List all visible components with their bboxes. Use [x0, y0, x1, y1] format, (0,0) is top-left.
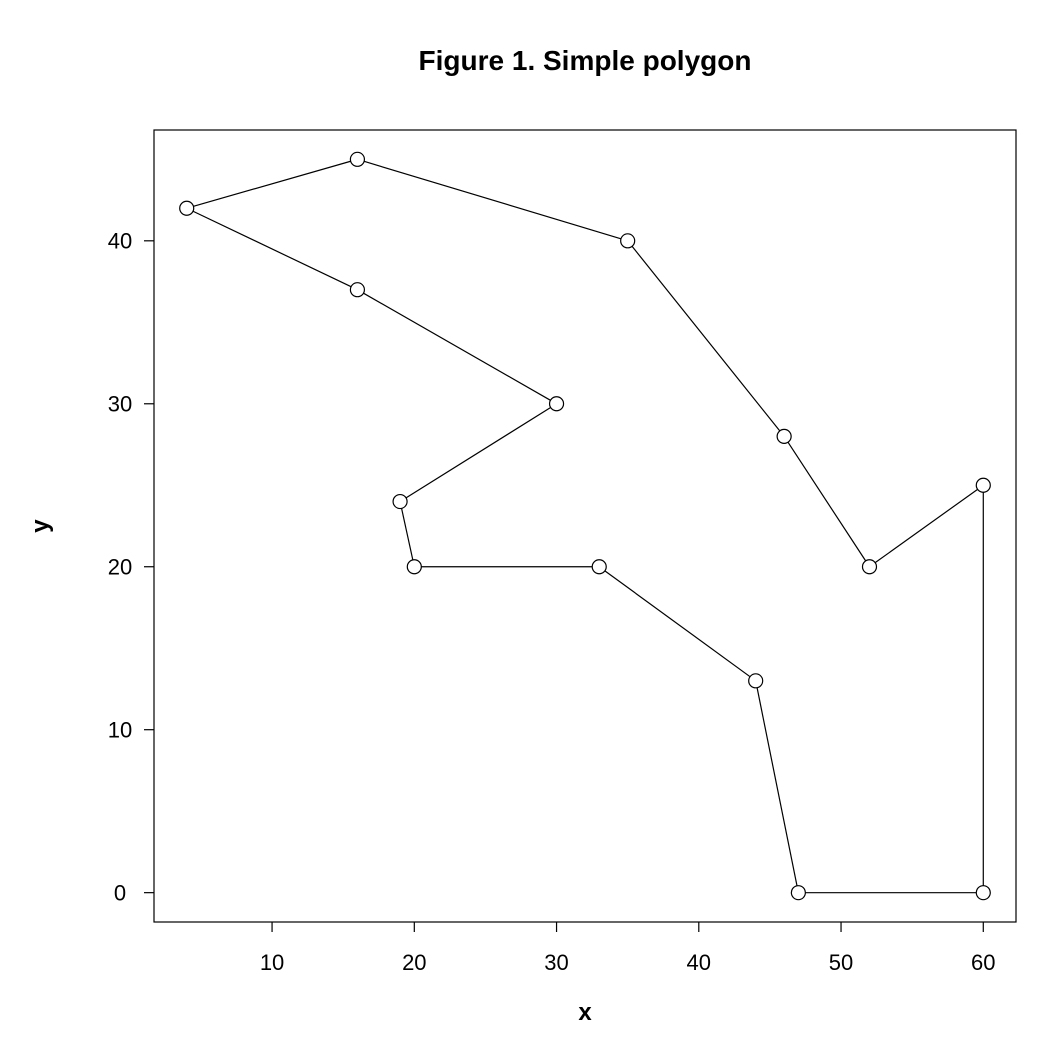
- y-axis-label: y: [27, 519, 54, 533]
- data-point-marker: [621, 234, 635, 248]
- data-point-marker: [791, 886, 805, 900]
- data-point-marker: [350, 283, 364, 297]
- data-point-marker: [976, 478, 990, 492]
- data-point-marker: [393, 495, 407, 509]
- data-point-marker: [749, 674, 763, 688]
- data-point-marker: [777, 429, 791, 443]
- y-tick-label: 30: [108, 391, 132, 416]
- x-tick-label: 10: [260, 950, 284, 975]
- chart-title: Figure 1. Simple polygon: [419, 45, 752, 76]
- data-point-marker: [180, 201, 194, 215]
- x-tick-label: 50: [829, 950, 853, 975]
- y-tick-label: 40: [108, 229, 132, 254]
- y-tick-label: 0: [114, 880, 126, 905]
- x-tick-label: 30: [544, 950, 568, 975]
- data-point-marker: [350, 152, 364, 166]
- data-point-marker: [976, 886, 990, 900]
- y-tick-label: 10: [108, 717, 132, 742]
- data-point-marker: [550, 397, 564, 411]
- data-point-marker: [592, 560, 606, 574]
- y-tick-label: 20: [108, 554, 132, 579]
- x-tick-label: 40: [687, 950, 711, 975]
- chart-container: Figure 1. Simple polygon 10 20 30 40 50 60 0 10 2…: [0, 0, 1050, 1050]
- data-point-marker: [862, 560, 876, 574]
- chart-svg: Figure 1. Simple polygon 10 20 30 40 50 60 0 10 2…: [0, 0, 1050, 1050]
- x-tick-label: 20: [402, 950, 426, 975]
- x-tick-label: 60: [971, 950, 995, 975]
- data-point-marker: [407, 560, 421, 574]
- x-axis-label: x: [578, 999, 592, 1026]
